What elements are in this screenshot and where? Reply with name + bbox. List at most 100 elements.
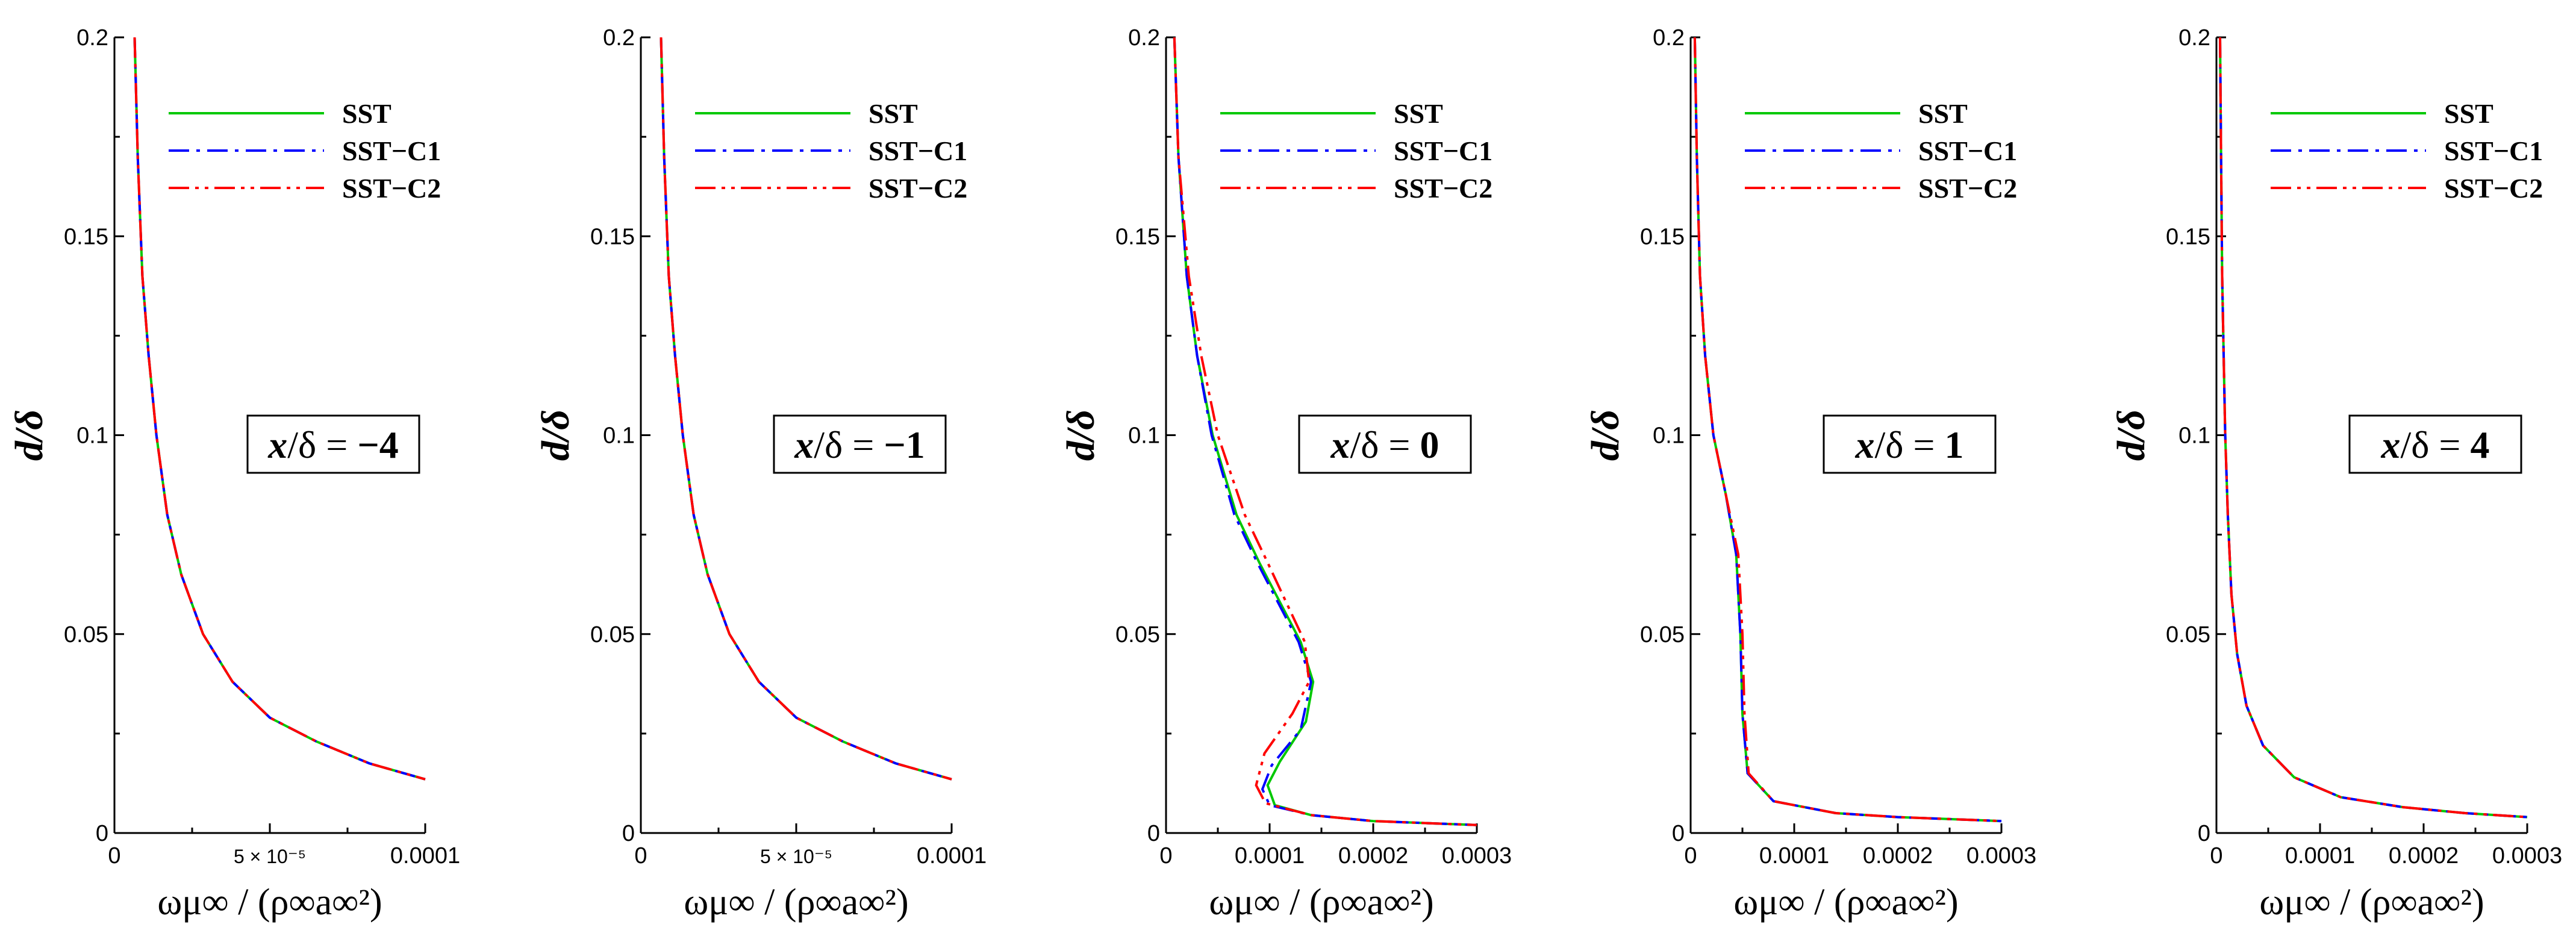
annotation-text: x/δ = 1 <box>1854 423 1963 466</box>
series-line-sst-c2 <box>1693 37 2002 823</box>
y-tick-label: 0.05 <box>64 622 108 647</box>
annotation-prefix: x <box>794 423 814 466</box>
y-tick-label: 0.05 <box>1115 622 1160 647</box>
annotation-symbol: /δ = <box>1874 423 1944 466</box>
y-tick-label: 0 <box>622 821 635 846</box>
legend-label: SST <box>2444 98 2493 129</box>
y-tick-label: 0.2 <box>603 25 635 51</box>
annotation-text: x/δ = −4 <box>267 423 399 466</box>
chart-panel-1: 0 0.05 0.1 0.15 0.2 0 5 × 10⁻⁵ 0.0001 d/δ ωμ∞ / (… <box>7 25 460 923</box>
x-axis-label: ωμ∞ / (ρ∞a∞²) <box>684 882 908 923</box>
y-tick-label: 0.2 <box>1128 25 1160 51</box>
y-tick-label: 0.2 <box>1653 25 1685 51</box>
annotation-prefix: x <box>1330 423 1350 466</box>
y-tick-label: 0.2 <box>76 25 108 51</box>
x-tick-label: 0.0001 <box>2285 843 2355 869</box>
y-tick-label: 0.1 <box>603 423 635 449</box>
y-tick-label: 0 <box>96 821 108 846</box>
x-tick-label: 0 <box>2210 843 2222 869</box>
y-tick-label: 0 <box>1672 821 1685 846</box>
annotation-box <box>1823 414 1997 474</box>
annotation-text: x/δ = 4 <box>2380 423 2489 466</box>
legend-label: SST−C1 <box>1394 136 1492 166</box>
y-axis-label: d/δ <box>1059 410 1103 461</box>
x-tick-label: 0.0001 <box>1235 843 1305 869</box>
legend-label: SST−C2 <box>1394 173 1492 204</box>
annotation-prefix: x <box>2380 423 2400 466</box>
annotation-prefix: x <box>1854 423 1874 466</box>
annotation-value: −1 <box>884 423 925 466</box>
legend-label: SST <box>1918 98 1968 129</box>
annotation-value: 1 <box>1945 423 1964 466</box>
x-tick-label: 0 <box>1159 843 1172 869</box>
y-axis-label: d/δ <box>534 410 578 461</box>
chart-panel-4: 0 0.05 0.1 0.15 0.2 0 0.0001 0.0002 0.0003 d/δ ωμ∞… <box>1583 25 2036 923</box>
annotation-value: 0 <box>1420 423 1439 466</box>
series-line-sst-c2 <box>2219 37 2528 819</box>
y-tick-label: 0.05 <box>1640 622 1685 647</box>
legend-label: SST <box>1394 98 1443 129</box>
x-tick-label: 0 <box>108 843 120 869</box>
annotation-symbol: /δ = <box>287 423 357 466</box>
x-tick-label: 0.0001 <box>917 843 987 869</box>
annotation-value: 4 <box>2471 423 2490 466</box>
annotation-text: x/δ = −1 <box>794 423 925 466</box>
y-tick-label: 0.15 <box>2166 224 2210 249</box>
y-tick-label: 0.1 <box>1128 423 1160 449</box>
x-axis-label: ωμ∞ / (ρ∞a∞²) <box>157 882 382 923</box>
legend-label: SST−C2 <box>869 173 967 204</box>
y-axis-label: d/δ <box>2109 410 2153 461</box>
x-tick-label: 0.0003 <box>1966 843 2036 869</box>
y-axis-label: d/δ <box>7 410 51 461</box>
legend-label: SST−C1 <box>1918 136 2017 166</box>
chart-panel-3: 0 0.05 0.1 0.15 0.2 0 0.0001 0.0002 0.0003 d/δ ωμ∞… <box>1059 25 1512 923</box>
y-tick-label: 0.15 <box>1115 224 1160 249</box>
series-line-sst-c1 <box>2219 37 2528 819</box>
legend-label: SST <box>342 98 391 129</box>
annotation-symbol: /δ = <box>1350 423 1420 466</box>
y-tick-label: 0.15 <box>590 224 635 249</box>
chart-panel-2: 0 0.05 0.1 0.15 0.2 0 5 × 10⁻⁵ 0.0001 d/δ ωμ∞ / (… <box>534 25 987 923</box>
y-tick-label: 0.1 <box>2178 423 2210 449</box>
x-axis-label: ωμ∞ / (ρ∞a∞²) <box>1733 882 1958 923</box>
x-tick-label: 0 <box>1684 843 1697 869</box>
legend-label: SST−C2 <box>1918 173 2017 204</box>
annotation-box <box>246 414 420 474</box>
y-tick-label: 0.2 <box>2178 25 2210 51</box>
y-tick-label: 0.1 <box>76 423 108 449</box>
x-tick-label: 0 <box>634 843 647 869</box>
annotation-box <box>2348 414 2522 474</box>
annotation-prefix: x <box>267 423 287 466</box>
y-axis-label: d/δ <box>1583 410 1627 461</box>
x-axis-label: ωμ∞ / (ρ∞a∞²) <box>2259 882 2484 923</box>
x-tick-label: 0.0003 <box>2492 843 2562 869</box>
series-line-sst-c2 <box>1173 37 1477 826</box>
y-tick-label: 0.05 <box>2166 622 2210 647</box>
annotation-value: −4 <box>357 423 398 466</box>
y-tick-label: 0.15 <box>1640 224 1685 249</box>
legend-label: SST−C1 <box>342 136 441 166</box>
series-line-sst-c2 <box>660 37 952 781</box>
chart-panel-5: 0 0.05 0.1 0.15 0.2 0 0.0001 0.0002 0.0003 d/δ ωμ∞… <box>2109 25 2562 923</box>
legend-label: SST <box>869 98 918 129</box>
legend-label: SST−C2 <box>342 173 441 204</box>
annotation-text: x/δ = 0 <box>1330 423 1439 466</box>
x-tick-label: 5 × 10⁻⁵ <box>234 846 306 867</box>
x-tick-label: 5 × 10⁻⁵ <box>760 846 832 867</box>
y-tick-label: 0.05 <box>590 622 635 647</box>
x-tick-label: 0.0003 <box>1442 843 1512 869</box>
y-tick-label: 0 <box>1147 821 1160 846</box>
x-axis-label: ωμ∞ / (ρ∞a∞²) <box>1209 882 1433 923</box>
annotation-symbol: /δ = <box>2400 423 2470 466</box>
series-line-sst-c1 <box>1173 37 1477 826</box>
x-tick-label: 0.0001 <box>390 843 460 869</box>
y-tick-label: 0 <box>2198 821 2210 846</box>
y-tick-label: 0.15 <box>64 224 108 249</box>
y-tick-label: 0.1 <box>1653 423 1685 449</box>
legend-label: SST−C1 <box>2444 136 2543 166</box>
legend-label: SST−C1 <box>869 136 967 166</box>
annotation-box <box>1298 414 1472 474</box>
x-tick-label: 0.0002 <box>1338 843 1408 869</box>
series-line-sst-c2 <box>133 37 426 781</box>
x-tick-label: 0.0002 <box>1863 843 1933 869</box>
